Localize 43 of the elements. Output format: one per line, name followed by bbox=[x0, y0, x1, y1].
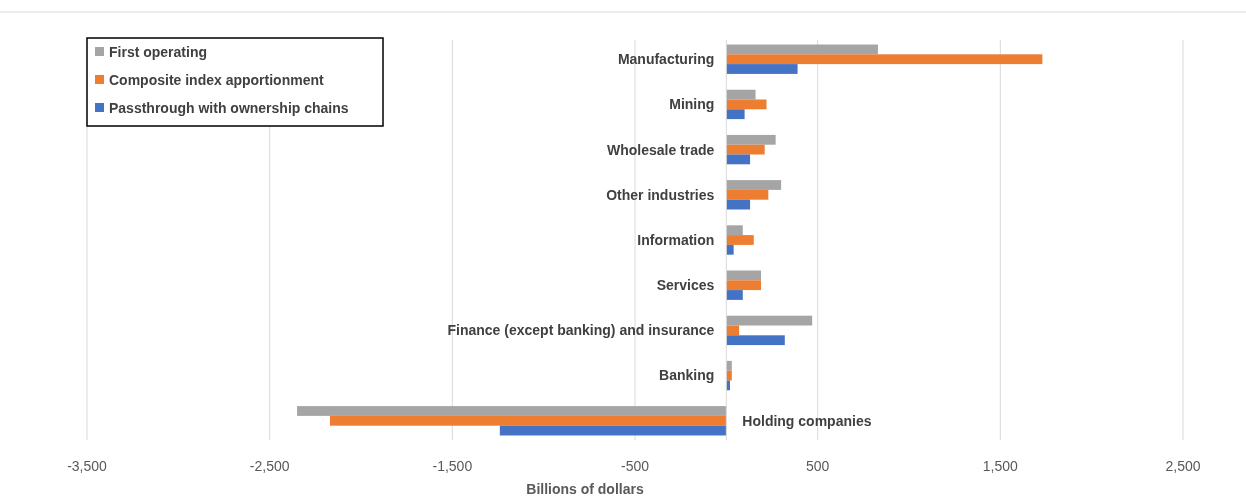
bar bbox=[726, 325, 740, 336]
x-tick-label: -1,500 bbox=[432, 458, 473, 474]
bar bbox=[726, 89, 756, 100]
x-tick-label: -3,500 bbox=[67, 458, 108, 474]
bar bbox=[726, 360, 732, 371]
x-tick-label: 2,500 bbox=[1165, 458, 1201, 474]
x-tick-label: -2,500 bbox=[249, 458, 290, 474]
y-tick-label: Services bbox=[656, 277, 715, 294]
bar bbox=[726, 235, 754, 245]
bar bbox=[726, 144, 765, 155]
legend-label: Composite index apportionment bbox=[109, 71, 325, 88]
bar bbox=[329, 415, 727, 426]
y-tick-label: Finance (except banking) and insurance bbox=[447, 322, 715, 339]
bar bbox=[726, 54, 1043, 65]
bar bbox=[726, 315, 813, 326]
legend-label: Passthrough with ownership chains bbox=[109, 99, 349, 116]
bar bbox=[726, 225, 743, 236]
bar bbox=[726, 270, 762, 281]
y-tick-label: Other industries bbox=[606, 186, 715, 203]
bar bbox=[726, 244, 734, 255]
bar bbox=[726, 290, 743, 300]
bar bbox=[726, 64, 798, 74]
y-tick-label: Information bbox=[637, 231, 715, 248]
legend-label: First operating bbox=[109, 43, 208, 60]
bar bbox=[726, 134, 776, 145]
y-tick-label: Manufacturing bbox=[617, 51, 715, 68]
bar bbox=[726, 335, 785, 346]
x-tick-label: 500 bbox=[805, 458, 830, 474]
bar bbox=[726, 109, 745, 120]
x-tick-label: -500 bbox=[620, 458, 650, 474]
bar bbox=[726, 99, 767, 110]
y-tick-label: Wholesale trade bbox=[606, 141, 715, 158]
x-tick-label: 1,500 bbox=[982, 458, 1019, 474]
bar bbox=[499, 425, 727, 436]
bar bbox=[297, 406, 727, 416]
bar bbox=[726, 180, 782, 190]
bar bbox=[726, 280, 762, 291]
x-axis-title: Billions of dollars bbox=[526, 481, 644, 497]
y-tick-label: Holding companies bbox=[742, 412, 872, 429]
bar bbox=[726, 189, 769, 200]
y-tick-label: Mining bbox=[669, 96, 715, 113]
bar bbox=[726, 44, 878, 55]
y-tick-label: Banking bbox=[659, 367, 715, 384]
